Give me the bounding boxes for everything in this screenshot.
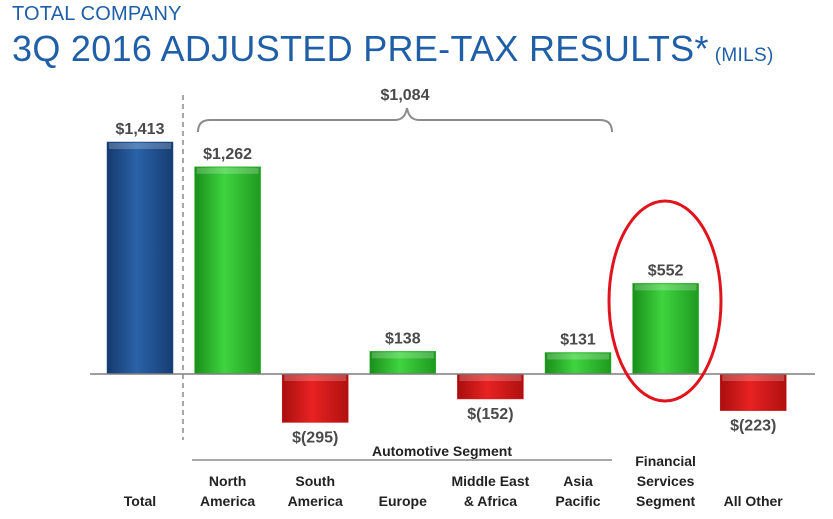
- bar-bevel-north-america: [196, 167, 259, 174]
- value-label-north-america: $1,262: [203, 146, 252, 163]
- bar-bevel-europe: [371, 352, 434, 359]
- value-label-europe: $138: [385, 330, 421, 347]
- bar-middle-east-africa: [457, 373, 524, 400]
- bar-north-america: [194, 166, 261, 375]
- bar-bevel-financial-services-segment: [634, 284, 697, 291]
- value-label-asia-pacific: $131: [560, 331, 596, 348]
- bar-bevel-total: [109, 143, 171, 149]
- category-label-all-other: All Other: [724, 493, 784, 509]
- category-label-europe: Europe: [379, 493, 427, 509]
- category-label-asia-pacific: Asia Pacific: [555, 473, 600, 509]
- title-text: 3Q 2016 ADJUSTED PRE-TAX RESULTS*: [12, 28, 709, 69]
- bars-layer: [106, 141, 787, 423]
- category-label-financial-services-segment: Financial Services Segment: [635, 453, 696, 509]
- category-label-total: Total: [124, 493, 156, 509]
- group-label: Automotive Segment: [372, 443, 512, 459]
- category-label-middle-east-africa: Middle East & Africa: [452, 473, 530, 509]
- category-label-north-america: North America: [200, 473, 255, 509]
- value-label-south-america: $(295): [292, 429, 338, 446]
- bar-south-america: [281, 373, 349, 423]
- group-total-label: $1,084: [381, 87, 430, 104]
- value-label-financial-services-segment: $552: [648, 262, 684, 279]
- page-subtitle: TOTAL COMPANY: [12, 3, 182, 25]
- value-label-all-other: $(223): [730, 418, 776, 435]
- unit-label: (MILS): [714, 45, 774, 66]
- page-title: 3Q 2016 ADJUSTED PRE-TAX RESULTS* (MILS): [12, 28, 774, 70]
- bar-financial-services-segment: [632, 283, 699, 375]
- category-label-south-america: South America: [288, 473, 343, 509]
- bar-total: [106, 141, 174, 375]
- bar-bevel-south-america: [284, 375, 347, 381]
- bar-all-other: [719, 373, 787, 411]
- value-label-middle-east-africa: $(152): [467, 406, 513, 423]
- group-brace: [197, 107, 613, 133]
- bar-bevel-all-other: [722, 375, 785, 381]
- value-label-total: $1,413: [116, 121, 165, 138]
- bar-bevel-asia-pacific: [547, 353, 609, 360]
- labels-layer: $1,413 Total $1,262 North America $(295) South…: [116, 121, 784, 509]
- bar-bevel-middle-east-africa: [459, 375, 522, 381]
- highlight-ellipse: [607, 199, 723, 403]
